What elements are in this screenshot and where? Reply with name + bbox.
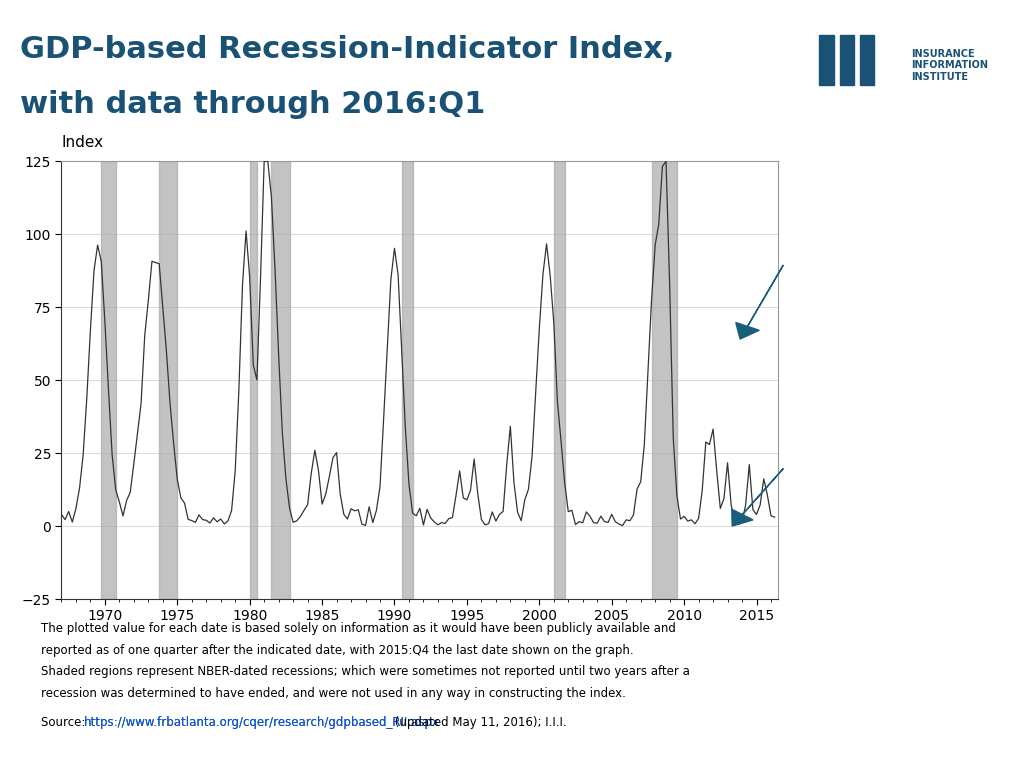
- Text: GDP-based Recession-Indicator Index,: GDP-based Recession-Indicator Index,: [20, 35, 675, 64]
- Bar: [840, 35, 854, 85]
- Text: https://www.frbatlanta.org/cqer/research/gdpbased_RII.aspx: https://www.frbatlanta.org/cqer/research…: [84, 716, 440, 729]
- Bar: [860, 35, 874, 85]
- Bar: [651, 161, 677, 599]
- Text: INSURANCE
INFORMATION
INSTITUTE: INSURANCE INFORMATION INSTITUTE: [911, 48, 988, 82]
- Text: Likelihood of a
recession remains
low (15.7%): Likelihood of a recession remains low (1…: [822, 410, 965, 462]
- Bar: [159, 161, 177, 599]
- Text: Shaded regions represent NBER-dated recessions; which were sometimes not reporte: Shaded regions represent NBER-dated rece…: [41, 665, 690, 678]
- Text: NBER-dated
recessions tend to
follow when the
Index reaches 40%: NBER-dated recessions tend to follow whe…: [819, 205, 968, 275]
- Bar: [271, 161, 290, 599]
- Text: recession was determined to have ended, and were not used in any way in construc: recession was determined to have ended, …: [41, 687, 626, 700]
- Text: reported as of one quarter after the indicated date, with 2015:Q4 the last date : reported as of one quarter after the ind…: [41, 644, 634, 657]
- Text: Index: Index: [61, 134, 103, 150]
- Text: with data through 2016:Q1: with data through 2016:Q1: [20, 90, 485, 119]
- Text: Source:: Source:: [41, 716, 89, 729]
- Bar: [819, 35, 834, 85]
- Bar: [250, 161, 257, 599]
- Bar: [554, 161, 564, 599]
- Text: The plotted value for each date is based solely on information as it would have : The plotted value for each date is based…: [41, 622, 676, 635]
- Bar: [101, 161, 116, 599]
- Text: (updated May 11, 2016); I.I.I.: (updated May 11, 2016); I.I.I.: [391, 716, 567, 729]
- Text: 16: 16: [974, 751, 993, 766]
- Text: https://www.frbatlanta.org/cqer/research/gdpbased_RII.aspx: https://www.frbatlanta.org/cqer/research…: [84, 716, 440, 729]
- Bar: [401, 161, 413, 599]
